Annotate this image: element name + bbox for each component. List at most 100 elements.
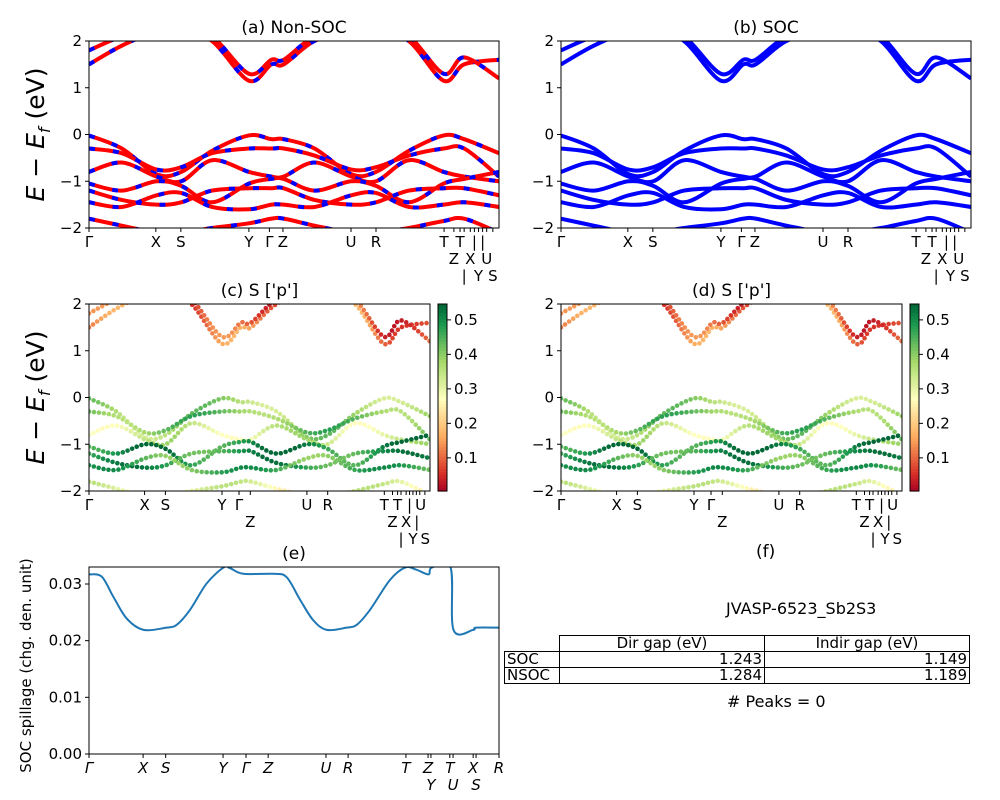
projection-point [217,445,223,451]
projection-point [850,332,856,337]
y-tick-label: 2 [72,295,82,313]
projection-point [167,293,172,298]
projection-point [187,421,192,426]
projection-point [148,454,154,459]
projection-point [883,464,889,470]
projection-point [158,435,163,440]
projection-point [728,411,734,416]
colorbar-segment [438,481,447,486]
projection-point [605,425,610,430]
projection-point [101,483,106,488]
y-tick-label: 0 [544,126,554,144]
projection-point [96,465,101,471]
projection-point [595,294,600,299]
projection-point [296,459,302,464]
projection-point [755,449,760,455]
projection-point [419,332,425,337]
projection-point [679,321,685,326]
projection-point [605,296,610,301]
projection-point [236,439,242,445]
x-tick-label: T [926,233,937,251]
projection-point [781,287,786,292]
projection-point [236,448,242,454]
projection-point [664,412,670,418]
projection-point [417,488,423,491]
colorbar-segment [910,425,919,430]
projection-point [380,481,385,487]
projection-point [703,448,709,454]
projection-point [329,439,335,445]
projection-point [91,308,96,314]
colorbar-segment [438,397,447,402]
projection-point [877,450,883,455]
projection-point [91,398,96,403]
projection-point [744,485,750,491]
projection-point [561,432,564,438]
projection-point [163,446,168,452]
projection-point [333,436,338,441]
projection-point [307,430,313,436]
projection-point [752,418,758,424]
projection-point [769,444,774,449]
projection-point [253,434,258,440]
projection-point [773,457,779,462]
projection-point [341,455,347,461]
projection-point [566,319,572,324]
projection-point [577,458,583,463]
projection-point [301,457,307,462]
panel-c: (c) S ['p']210−1−2Γ X S Y ΓZU R TZT|X|Y|USE − … [21,281,478,548]
projection-point [159,464,165,469]
colorbar-segment [910,453,919,458]
projection-point [832,486,838,491]
projection-point [196,449,202,455]
projection-point [613,436,619,442]
projection-point [882,451,887,457]
projection-point [725,466,731,471]
projection-point [828,487,833,491]
projection-point [158,452,163,458]
x-tick-label: Γ [85,759,95,777]
colorbar-segment [910,450,919,455]
x-tick-label: S [471,776,481,794]
projection-point [610,294,615,299]
x-tick-label: | [934,267,939,285]
projection-point [601,298,606,303]
projection-point [691,484,696,489]
projection-point [391,463,397,468]
x-tick-label: S [161,496,171,514]
projection-point [274,423,280,428]
projection-point [668,449,674,455]
projection-point [171,289,176,294]
x-tick-label: U [953,250,964,268]
projection-point [426,467,430,473]
x-tick-label: T [864,496,875,514]
projection-point [198,308,204,314]
projection-point [230,397,236,402]
projection-point [854,334,860,340]
projection-point [561,444,564,449]
projection-point [264,404,270,410]
projection-point [615,455,621,461]
projection-point [601,461,607,467]
projection-point [733,412,739,417]
projection-point [773,435,779,441]
projection-point [399,439,404,445]
projection-point [861,328,867,333]
projection-point [704,409,709,414]
projection-point [577,404,582,409]
projection-point [808,432,814,438]
projection-point [745,408,751,414]
projection-point [423,411,428,417]
y-tick-label: 2 [72,32,82,50]
projection-point [630,435,635,440]
projection-point [105,458,111,463]
projection-point [226,333,231,339]
projection-point [622,494,627,499]
colorbar-segment [438,338,447,342]
projection-point [416,425,422,431]
projection-point [620,454,626,459]
x-tick-label: Y [426,776,437,794]
projection-point [899,413,902,419]
x-tick-label: | [952,233,957,251]
projection-point [279,424,285,429]
